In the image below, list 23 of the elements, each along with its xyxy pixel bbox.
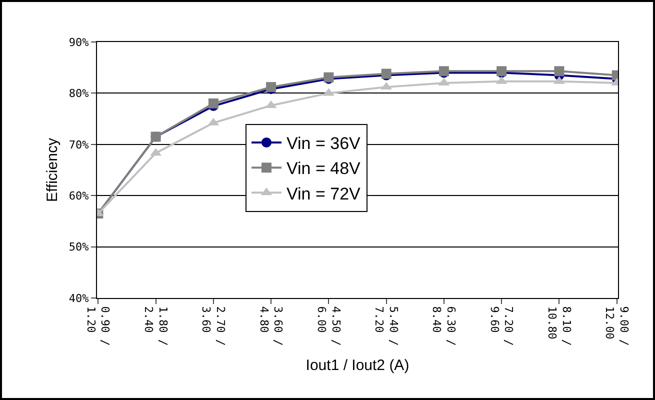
y-axis-title: Efficiency bbox=[44, 138, 61, 202]
x-tick-label: 5.40 / 7.20 bbox=[372, 306, 400, 346]
y-tick-label: 90% bbox=[68, 36, 90, 49]
x-tick-label: 0.90 / 1.20 bbox=[84, 306, 112, 346]
y-tick-label: 60% bbox=[68, 189, 90, 202]
y-tick-label: 80% bbox=[68, 87, 90, 100]
legend-label: Vin = 72V bbox=[286, 184, 362, 204]
x-tick-label: 2.70 / 3.60 bbox=[200, 306, 227, 346]
y-tick-label: 50% bbox=[68, 240, 90, 254]
x-tick-label: 8.10 / 10.80 bbox=[545, 306, 573, 346]
y-tick-label: 70% bbox=[68, 138, 90, 152]
legend-label: Vin = 48V bbox=[286, 159, 362, 178]
point bbox=[208, 98, 218, 108]
x-tick-label: 4.50 / 6.00 bbox=[314, 306, 342, 346]
x-tick-label: 1.80 / 2.40 bbox=[142, 306, 170, 346]
point bbox=[554, 66, 564, 76]
x-tick-label: 3.60 / 4.80 bbox=[257, 306, 285, 346]
y-tick-label: 40% bbox=[68, 292, 90, 305]
x-tick-label: 6.30 / 8.40 bbox=[430, 306, 458, 346]
legend-label: Vin = 36V bbox=[286, 134, 362, 154]
x-axis-title: Iout1 / Iout2 (A) bbox=[306, 356, 410, 374]
x-tick-label: 9.00 / 12.00 bbox=[603, 306, 630, 346]
x-tick-label: 7.20 / 9.60 bbox=[488, 306, 516, 346]
